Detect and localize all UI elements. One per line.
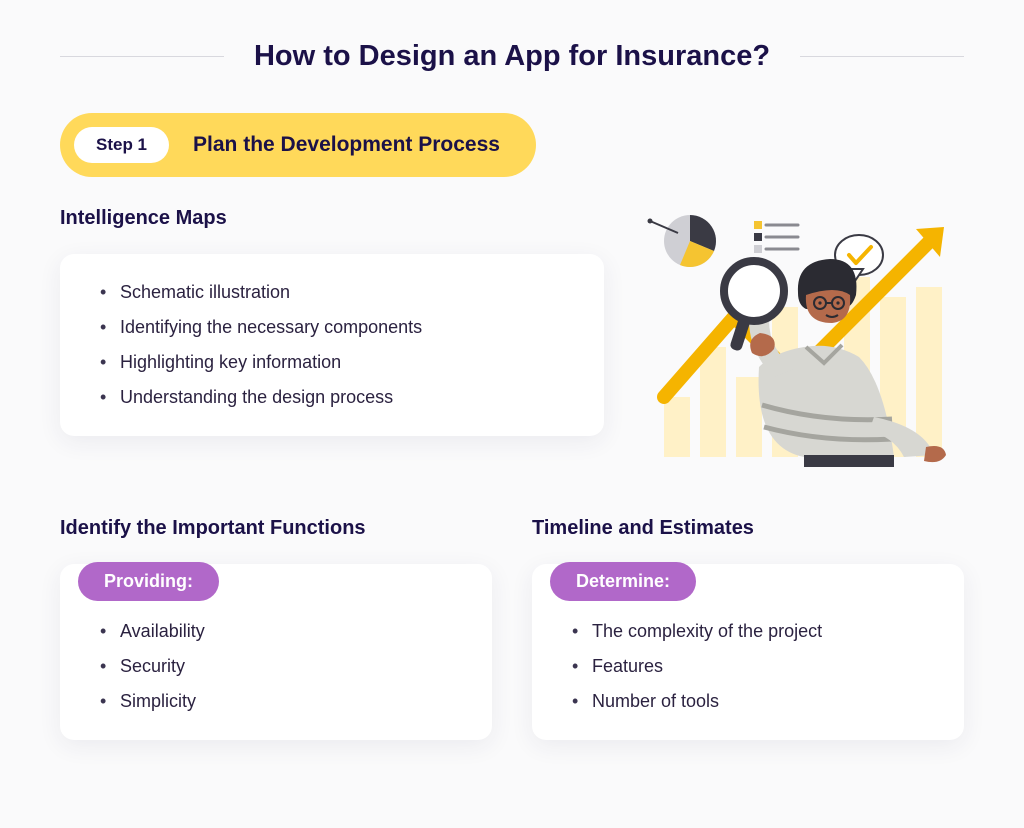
row-intelligence-and-illustration: Intelligence Maps Schematic illustration…: [60, 207, 964, 467]
intelligence-maps-column: Intelligence Maps Schematic illustration…: [60, 207, 604, 436]
list-item: The complexity of the project: [572, 621, 936, 642]
intelligence-maps-list: Schematic illustration Identifying the n…: [88, 282, 576, 408]
infographic-page: How to Design an App for Insurance? Step…: [0, 0, 1024, 780]
analyst-svg: [644, 207, 964, 467]
list-item: Features: [572, 656, 936, 677]
list-item: Schematic illustration: [100, 282, 576, 303]
step-chip: Step 1: [74, 127, 169, 163]
list-item: Highlighting key information: [100, 352, 576, 373]
step-label: Plan the Development Process: [193, 133, 500, 157]
row-functions-and-timeline: Identify the Important Functions Providi…: [60, 517, 964, 740]
list-item: Simplicity: [100, 691, 464, 712]
timeline-column: Timeline and Estimates Determine: The co…: [532, 517, 964, 740]
functions-tag: Providing:: [78, 562, 219, 601]
intelligence-maps-heading: Intelligence Maps: [60, 207, 604, 230]
timeline-tag: Determine:: [550, 562, 696, 601]
functions-list: Availability Security Simplicity: [88, 621, 464, 712]
rule-left: [60, 56, 224, 57]
list-item: Security: [100, 656, 464, 677]
functions-column: Identify the Important Functions Providi…: [60, 517, 492, 740]
intelligence-maps-card: Schematic illustration Identifying the n…: [60, 254, 604, 436]
timeline-heading: Timeline and Estimates: [532, 517, 964, 540]
analyst-illustration: [644, 207, 964, 467]
step-pill: Step 1 Plan the Development Process: [60, 113, 536, 177]
timeline-card: Determine: The complexity of the project…: [532, 564, 964, 740]
functions-heading: Identify the Important Functions: [60, 517, 492, 540]
page-title: How to Design an App for Insurance?: [254, 40, 770, 73]
list-item: Identifying the necessary components: [100, 317, 576, 338]
list-item: Number of tools: [572, 691, 936, 712]
functions-card: Providing: Availability Security Simplic…: [60, 564, 492, 740]
list-item: Availability: [100, 621, 464, 642]
title-row: How to Design an App for Insurance?: [60, 40, 964, 73]
rule-right: [800, 56, 964, 57]
list-item: Understanding the design process: [100, 387, 576, 408]
timeline-list: The complexity of the project Features N…: [560, 621, 936, 712]
